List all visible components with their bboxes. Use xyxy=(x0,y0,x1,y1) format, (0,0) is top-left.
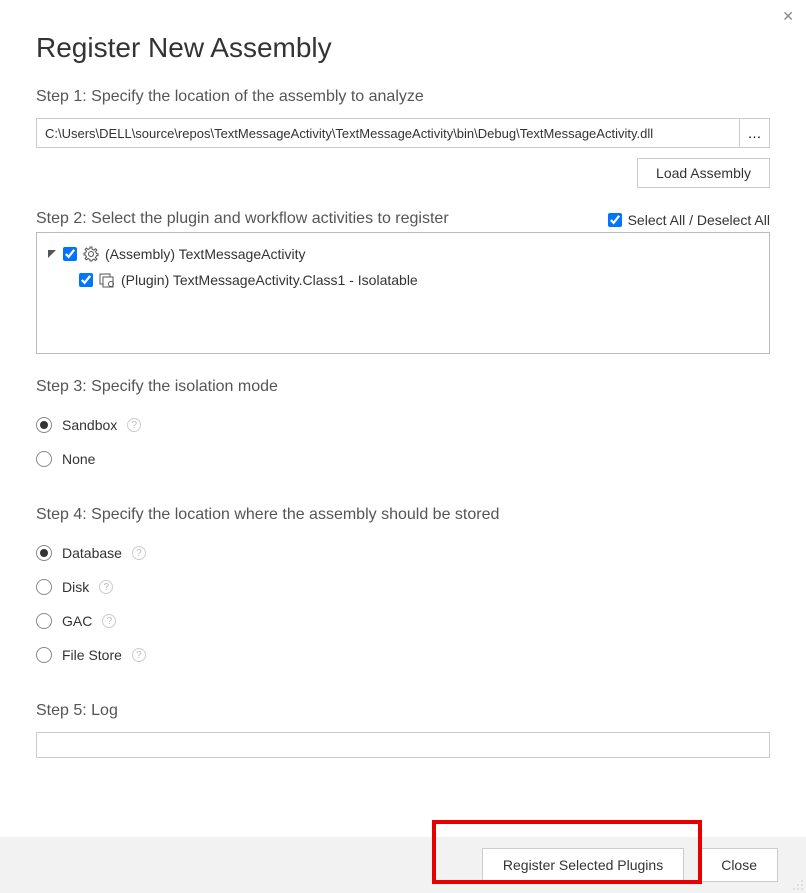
isolation-option[interactable]: None xyxy=(36,442,770,476)
tree-plugin-row[interactable]: (Plugin) TextMessageActivity.Class1 - Is… xyxy=(79,267,759,293)
step5-label: Step 5: Log xyxy=(36,702,770,720)
tree-assembly-label: (Assembly) TextMessageActivity xyxy=(105,246,305,262)
radio-icon[interactable] xyxy=(36,579,52,595)
tree-expander-icon[interactable] xyxy=(47,249,57,259)
load-assembly-button[interactable]: Load Assembly xyxy=(637,158,770,188)
storage-option[interactable]: GAC? xyxy=(36,604,770,638)
assembly-path-input[interactable] xyxy=(36,118,740,148)
radio-label: None xyxy=(62,451,95,467)
radio-label: File Store xyxy=(62,647,122,663)
storage-option[interactable]: Disk? xyxy=(36,570,770,604)
select-all-checkbox[interactable] xyxy=(608,213,622,227)
storage-option[interactable]: File Store? xyxy=(36,638,770,672)
step4-label: Step 4: Specify the location where the a… xyxy=(36,506,770,524)
radio-label: GAC xyxy=(62,613,92,629)
step3-label: Step 3: Specify the isolation mode xyxy=(36,378,770,396)
help-icon[interactable]: ? xyxy=(127,418,141,432)
close-button[interactable]: Close xyxy=(700,848,778,882)
plugin-tree: (Assembly) TextMessageActivity (Plugin) … xyxy=(36,232,770,354)
tree-plugin-label: (Plugin) TextMessageActivity.Class1 - Is… xyxy=(121,272,418,288)
step1-label: Step 1: Specify the location of the asse… xyxy=(36,88,770,106)
radio-label: Sandbox xyxy=(62,417,117,433)
tree-assembly-checkbox[interactable] xyxy=(63,247,77,261)
step2-label: Step 2: Select the plugin and workflow a… xyxy=(36,210,449,228)
resize-grip-icon[interactable] xyxy=(792,879,804,891)
log-input[interactable] xyxy=(36,732,770,758)
dialog-footer: Register Selected Plugins Close xyxy=(0,837,806,893)
browse-button[interactable]: … xyxy=(740,118,770,148)
close-icon[interactable]: ✕ xyxy=(782,8,794,25)
select-all-label: Select All / Deselect All xyxy=(628,212,770,228)
radio-icon[interactable] xyxy=(36,451,52,467)
isolation-mode-group: Sandbox? None xyxy=(36,408,770,476)
storage-option[interactable]: Database? xyxy=(36,536,770,570)
help-icon[interactable]: ? xyxy=(102,614,116,628)
select-all-toggle[interactable]: Select All / Deselect All xyxy=(608,212,770,228)
radio-icon[interactable] xyxy=(36,417,52,433)
help-icon[interactable]: ? xyxy=(99,580,113,594)
radio-label: Database xyxy=(62,545,122,561)
help-icon[interactable]: ? xyxy=(132,546,146,560)
storage-location-group: Database?Disk?GAC?File Store? xyxy=(36,536,770,672)
help-icon[interactable]: ? xyxy=(132,648,146,662)
isolation-option[interactable]: Sandbox? xyxy=(36,408,770,442)
assembly-icon xyxy=(83,246,99,262)
radio-icon[interactable] xyxy=(36,647,52,663)
dialog-title: Register New Assembly xyxy=(36,32,770,64)
plugin-icon xyxy=(99,272,115,288)
tree-assembly-row[interactable]: (Assembly) TextMessageActivity xyxy=(47,241,759,267)
tree-plugin-checkbox[interactable] xyxy=(79,273,93,287)
radio-icon[interactable] xyxy=(36,545,52,561)
radio-icon[interactable] xyxy=(36,613,52,629)
dialog-content: Register New Assembly Step 1: Specify th… xyxy=(0,0,806,758)
radio-label: Disk xyxy=(62,579,89,595)
register-selected-plugins-button[interactable]: Register Selected Plugins xyxy=(482,848,684,882)
